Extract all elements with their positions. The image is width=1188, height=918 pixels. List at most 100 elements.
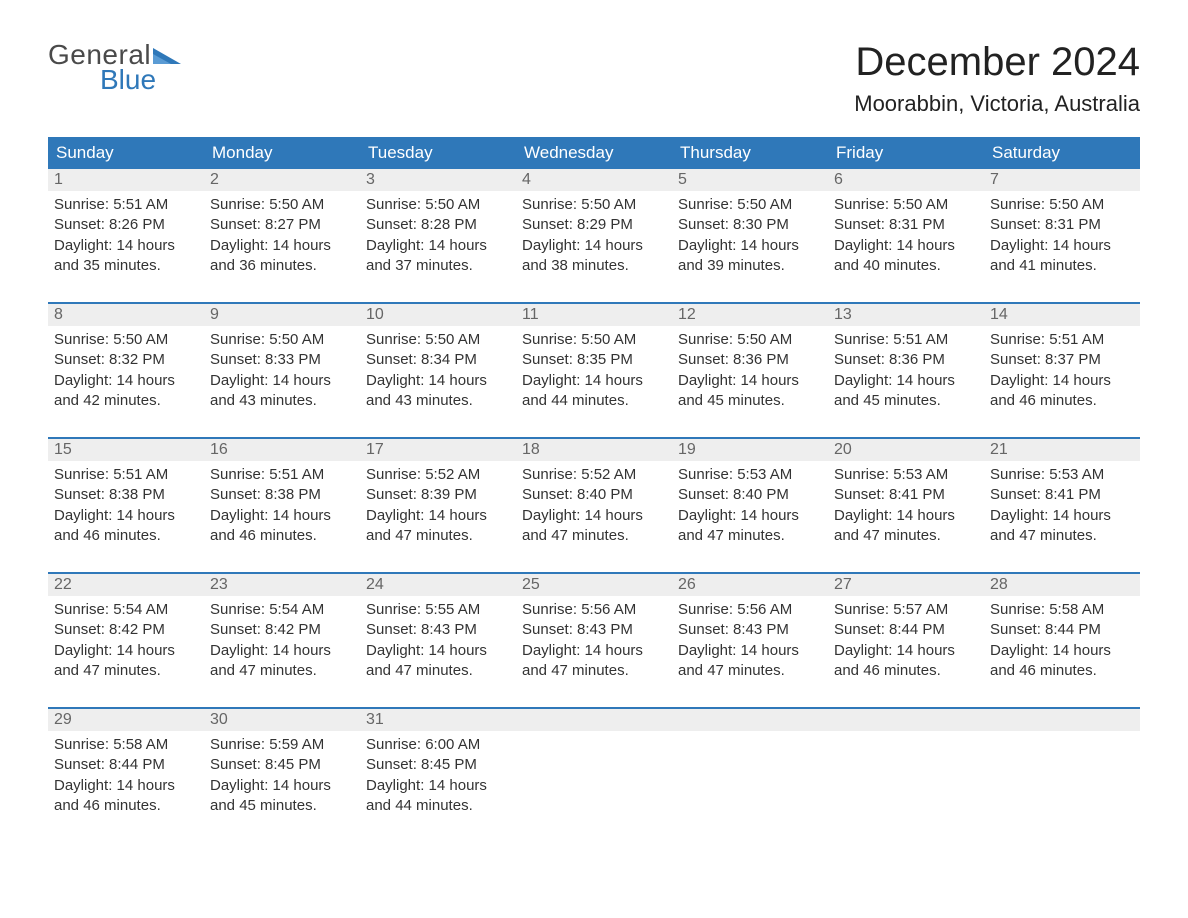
- day-number: 19: [672, 439, 828, 461]
- sunset-line: Sunset: 8:41 PM: [990, 485, 1134, 505]
- day-number: 8: [48, 304, 204, 326]
- sunset-line: Sunset: 8:33 PM: [210, 350, 354, 370]
- daylight-line: Daylight: 14 hours and 45 minutes.: [210, 776, 354, 817]
- day-number: 29: [48, 709, 204, 731]
- sunset-line: Sunset: 8:38 PM: [54, 485, 198, 505]
- calendar-day-cell: 10Sunrise: 5:50 AMSunset: 8:34 PMDayligh…: [360, 303, 516, 438]
- calendar-day-cell: [672, 708, 828, 842]
- calendar-day-cell: 12Sunrise: 5:50 AMSunset: 8:36 PMDayligh…: [672, 303, 828, 438]
- weekday-header: Tuesday: [360, 137, 516, 169]
- calendar-day-cell: 7Sunrise: 5:50 AMSunset: 8:31 PMDaylight…: [984, 169, 1140, 303]
- calendar-day-cell: 11Sunrise: 5:50 AMSunset: 8:35 PMDayligh…: [516, 303, 672, 438]
- day-body: Sunrise: 5:59 AMSunset: 8:45 PMDaylight:…: [204, 731, 360, 842]
- calendar-day-cell: 6Sunrise: 5:50 AMSunset: 8:31 PMDaylight…: [828, 169, 984, 303]
- calendar-day-cell: 1Sunrise: 5:51 AMSunset: 8:26 PMDaylight…: [48, 169, 204, 303]
- day-body: Sunrise: 5:55 AMSunset: 8:43 PMDaylight:…: [360, 596, 516, 707]
- sunset-line: Sunset: 8:43 PM: [366, 620, 510, 640]
- sunset-line: Sunset: 8:29 PM: [522, 215, 666, 235]
- sunset-line: Sunset: 8:42 PM: [210, 620, 354, 640]
- sunset-line: Sunset: 8:36 PM: [834, 350, 978, 370]
- day-number: 14: [984, 304, 1140, 326]
- calendar-week-row: 15 Sunrise: 5:51 AMSunset: 8:38 PM Dayligh…: [48, 438, 1140, 573]
- calendar-day-cell: 14Sunrise: 5:51 AMSunset: 8:37 PMDayligh…: [984, 303, 1140, 438]
- day-body-empty: [672, 731, 828, 781]
- day-number: 4: [516, 169, 672, 191]
- calendar-day-cell: 23Sunrise: 5:54 AMSunset: 8:42 PMDayligh…: [204, 573, 360, 708]
- calendar-day-cell: 27Sunrise: 5:57 AMSunset: 8:44 PMDayligh…: [828, 573, 984, 708]
- day-number: 9: [204, 304, 360, 326]
- calendar-day-cell: 20Sunrise: 5:53 AMSunset: 8:41 PMDayligh…: [828, 438, 984, 573]
- sunset-line: Sunset: 8:39 PM: [366, 485, 510, 505]
- day-body: Sunrise: 5:50 AMSunset: 8:28 PMDaylight:…: [360, 191, 516, 302]
- sunset-line: Sunset: 8:45 PM: [210, 755, 354, 775]
- daylight-line: Daylight: 14 hours and 46 minutes.: [990, 641, 1134, 682]
- sunrise-line: Sunrise: 5:51 AM: [54, 195, 198, 215]
- calendar-day-cell: 4Sunrise: 5:50 AMSunset: 8:29 PMDaylight…: [516, 169, 672, 303]
- daylight-line: Daylight: 14 hours and 42 minutes.: [54, 371, 198, 412]
- sunrise-line: Sunrise: 5:54 AM: [210, 600, 354, 620]
- day-body: Sunrise: 5:53 AMSunset: 8:41 PMDaylight:…: [984, 461, 1140, 572]
- daylight-line: Daylight: 14 hours and 47 minutes.: [210, 641, 354, 682]
- sunset-line: Sunset: 8:31 PM: [990, 215, 1134, 235]
- day-body: Sunrise: 5:51 AMSunset: 8:26 PMDaylight:…: [48, 191, 204, 302]
- day-body: Sunrise: 5:50 AMSunset: 8:27 PMDaylight:…: [204, 191, 360, 302]
- sunset-line: Sunset: 8:40 PM: [678, 485, 822, 505]
- daylight-line: Daylight: 14 hours and 47 minutes.: [54, 641, 198, 682]
- day-body: Sunrise: 5:56 AMSunset: 8:43 PMDaylight:…: [672, 596, 828, 707]
- day-body: Sunrise: 6:00 AMSunset: 8:45 PMDaylight:…: [360, 731, 516, 842]
- sunrise-line: Sunrise: 5:50 AM: [678, 195, 822, 215]
- sunrise-line: Sunrise: 5:50 AM: [210, 195, 354, 215]
- daylight-line: Daylight: 14 hours and 36 minutes.: [210, 236, 354, 277]
- day-body: Sunrise: 5:53 AMSunset: 8:41 PMDaylight:…: [828, 461, 984, 572]
- sunset-line: Sunset: 8:44 PM: [834, 620, 978, 640]
- sunset-line: Sunset: 8:43 PM: [678, 620, 822, 640]
- sunset-line: Sunset: 8:32 PM: [54, 350, 198, 370]
- sunset-line: Sunset: 8:43 PM: [522, 620, 666, 640]
- day-body: Sunrise: 5:50 AMSunset: 8:36 PMDaylight:…: [672, 326, 828, 437]
- sunset-line: Sunset: 8:35 PM: [522, 350, 666, 370]
- calendar-day-cell: 5Sunrise: 5:50 AMSunset: 8:30 PMDaylight…: [672, 169, 828, 303]
- day-number: 15: [48, 439, 204, 461]
- daylight-line: Daylight: 14 hours and 37 minutes.: [366, 236, 510, 277]
- day-body: Sunrise: 5:50 AMSunset: 8:31 PMDaylight:…: [984, 191, 1140, 302]
- day-body: Sunrise: 5:57 AMSunset: 8:44 PMDaylight:…: [828, 596, 984, 707]
- weekday-header: Thursday: [672, 137, 828, 169]
- daylight-line: Daylight: 14 hours and 45 minutes.: [678, 371, 822, 412]
- calendar-day-cell: [984, 708, 1140, 842]
- calendar-day-cell: 25Sunrise: 5:56 AMSunset: 8:43 PMDayligh…: [516, 573, 672, 708]
- daylight-line: Daylight: 14 hours and 47 minutes.: [366, 641, 510, 682]
- day-number: 7: [984, 169, 1140, 191]
- title-block: December 2024 Moorabbin, Victoria, Austr…: [854, 40, 1140, 117]
- daylight-line: Daylight: 14 hours and 46 minutes.: [834, 641, 978, 682]
- day-number: 5: [672, 169, 828, 191]
- sunrise-line: Sunrise: 5:59 AM: [210, 735, 354, 755]
- day-number: 28: [984, 574, 1140, 596]
- sunrise-line: Sunrise: 5:51 AM: [54, 465, 198, 485]
- day-number-empty: [828, 709, 984, 731]
- day-body: Sunrise: 5:50 AMSunset: 8:33 PMDaylight:…: [204, 326, 360, 437]
- weekday-header: Monday: [204, 137, 360, 169]
- calendar-day-cell: 8Sunrise: 5:50 AMSunset: 8:32 PMDaylight…: [48, 303, 204, 438]
- calendar-day-cell: 3Sunrise: 5:50 AMSunset: 8:28 PMDaylight…: [360, 169, 516, 303]
- sunset-line: Sunset: 8:28 PM: [366, 215, 510, 235]
- sunset-line: Sunset: 8:42 PM: [54, 620, 198, 640]
- calendar-day-cell: [828, 708, 984, 842]
- day-number: 27: [828, 574, 984, 596]
- daylight-line: Daylight: 14 hours and 41 minutes.: [990, 236, 1134, 277]
- daylight-line: Daylight: 14 hours and 46 minutes.: [990, 371, 1134, 412]
- calendar-day-cell: 2Sunrise: 5:50 AMSunset: 8:27 PMDaylight…: [204, 169, 360, 303]
- calendar-day-cell: 28Sunrise: 5:58 AMSunset: 8:44 PMDayligh…: [984, 573, 1140, 708]
- sunrise-line: Sunrise: 5:50 AM: [366, 195, 510, 215]
- day-number: 26: [672, 574, 828, 596]
- sunrise-line: Sunrise: 5:58 AM: [54, 735, 198, 755]
- day-body: Sunrise: 5:58 AMSunset: 8:44 PMDaylight:…: [48, 731, 204, 842]
- day-number: 22: [48, 574, 204, 596]
- sunrise-line: Sunrise: 5:50 AM: [522, 195, 666, 215]
- calendar-day-cell: 18Sunrise: 5:52 AMSunset: 8:40 PMDayligh…: [516, 438, 672, 573]
- daylight-line: Daylight: 14 hours and 46 minutes.: [54, 776, 198, 817]
- weekday-header-row: Sunday Monday Tuesday Wednesday Thursday…: [48, 137, 1140, 169]
- calendar-day-cell: [516, 708, 672, 842]
- weekday-header: Wednesday: [516, 137, 672, 169]
- day-body-empty: [828, 731, 984, 781]
- daylight-line: Daylight: 14 hours and 47 minutes.: [678, 506, 822, 547]
